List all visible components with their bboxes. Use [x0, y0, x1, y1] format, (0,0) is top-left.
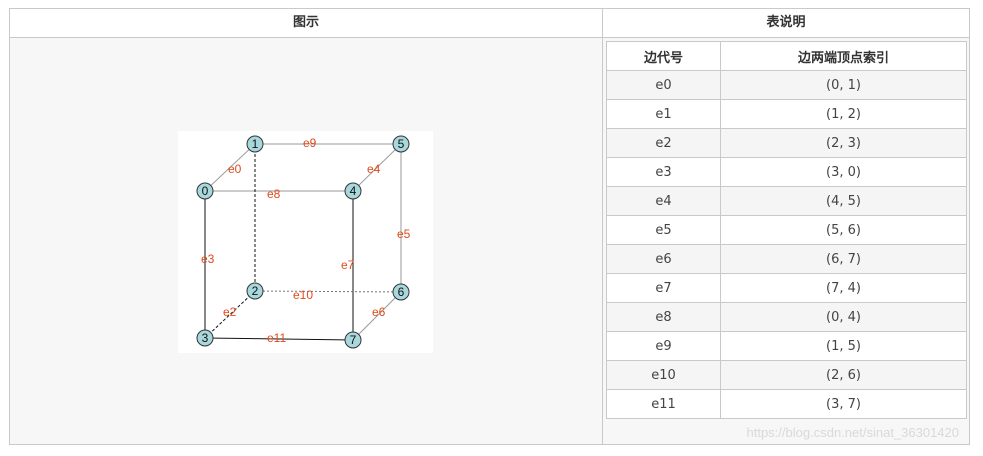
- node-0: [196, 182, 214, 200]
- table-row: e9 (1, 5): [606, 331, 967, 361]
- label-e2: e2: [223, 305, 237, 319]
- node-label-3: 3: [202, 331, 209, 345]
- vertex-indices-cell: (0, 4): [720, 302, 967, 332]
- col-edge-id: 边代号: [606, 41, 721, 71]
- table-row: e1 (1, 2): [606, 99, 967, 129]
- edge-table: 边代号 边两端顶点索引 e0 (0, 1) e1 (1, 2) e2 (2, 3) e3 (3…: [606, 41, 967, 419]
- col-vertex-indices: 边两端顶点索引: [720, 41, 967, 71]
- vertex-indices-cell: (4, 5): [720, 186, 967, 216]
- table-row: e10 (2, 6): [606, 360, 967, 390]
- table-row: e8 (0, 4): [606, 302, 967, 332]
- label-e11: e11: [267, 331, 286, 345]
- header-table-description: 表说明: [766, 15, 806, 30]
- label-e7: e7: [341, 258, 355, 272]
- edge-id-cell: e7: [606, 273, 721, 303]
- table-row: e4 (4, 5): [606, 186, 967, 216]
- node-2: [246, 282, 264, 300]
- edge-e0: [204, 143, 256, 192]
- edge-e4: [352, 143, 402, 192]
- table-row: e2 (2, 3): [606, 128, 967, 158]
- edge-e11: [204, 337, 354, 341]
- vertex-indices-cell: (1, 5): [720, 331, 967, 361]
- node-label-1: 1: [252, 137, 259, 151]
- edge-id-cell: e0: [606, 70, 721, 100]
- node-3: [196, 329, 214, 347]
- description-cell: 边代号 边两端顶点索引 e0 (0, 1) e1 (1, 2) e2 (2, 3) e3 (3…: [603, 38, 969, 444]
- node-7: [344, 331, 362, 349]
- diagram-cell: e9 e0 e4 e8 e5 e3 e7 e10 e2 e6 e11: [10, 38, 602, 444]
- edge-id-cell: e1: [606, 99, 721, 129]
- node-label-4: 4: [350, 184, 357, 198]
- watermark: https://blog.csdn.net/sinat_36301420: [746, 425, 960, 440]
- edge-id-cell: e3: [606, 157, 721, 187]
- edge-id-cell: e8: [606, 302, 721, 332]
- vertex-indices-cell: (6, 7): [720, 244, 967, 274]
- edge-e2: [204, 290, 256, 339]
- edge-id-cell: e5: [606, 215, 721, 245]
- node-label-0: 0: [202, 184, 209, 198]
- vertex-indices-cell: (1, 2): [720, 99, 967, 129]
- edge-e10: [254, 290, 402, 293]
- table-row: e5 (5, 6): [606, 215, 967, 245]
- table-row: e0 (0, 1): [606, 70, 967, 100]
- vertex-indices-cell: (2, 6): [720, 360, 967, 390]
- vertex-indices-cell: (2, 3): [720, 128, 967, 158]
- column-divider: [602, 9, 603, 444]
- cube-diagram: e9 e0 e4 e8 e5 e3 e7 e10 e2 e6 e11: [178, 131, 433, 353]
- node-6: [392, 283, 410, 301]
- node-1: [246, 135, 264, 153]
- header-row: 图示 表说明: [10, 9, 969, 38]
- label-e8: e8: [267, 187, 281, 201]
- node-label-5: 5: [398, 137, 405, 151]
- node-label-2: 2: [252, 284, 259, 298]
- node-label-6: 6: [398, 285, 405, 299]
- cube-svg: e9 e0 e4 e8 e5 e3 e7 e10 e2 e6 e11: [196, 135, 411, 349]
- edge-table-header: 边代号 边两端顶点索引: [606, 41, 967, 71]
- edge-id-cell: e4: [606, 186, 721, 216]
- vertex-indices-cell: (3, 7): [720, 389, 967, 419]
- label-e4: e4: [367, 162, 381, 176]
- edge-e6: [352, 291, 402, 341]
- edge-id-cell: e10: [606, 360, 721, 390]
- table-row: e3 (3, 0): [606, 157, 967, 187]
- table-row: e6 (6, 7): [606, 244, 967, 274]
- table-row: e11 (3, 7): [606, 389, 967, 419]
- edge-id-cell: e9: [606, 331, 721, 361]
- vertex-indices-cell: (0, 1): [720, 70, 967, 100]
- node-4: [344, 182, 362, 200]
- edge-id-cell: e2: [606, 128, 721, 158]
- label-e9: e9: [303, 136, 317, 150]
- content-table: 图示 表说明: [9, 8, 970, 445]
- label-e5: e5: [397, 227, 411, 241]
- node-label-7: 7: [350, 333, 357, 347]
- edge-id-cell: e11: [606, 389, 721, 419]
- header-diagram: 图示: [292, 15, 319, 30]
- label-e10: e10: [293, 288, 313, 302]
- label-e3: e3: [201, 252, 215, 266]
- vertex-indices-cell: (7, 4): [720, 273, 967, 303]
- label-e6: e6: [372, 305, 386, 319]
- table-row: e7 (7, 4): [606, 273, 967, 303]
- edge-id-cell: e6: [606, 244, 721, 274]
- node-5: [392, 135, 410, 153]
- vertex-indices-cell: (3, 0): [720, 157, 967, 187]
- vertex-indices-cell: (5, 6): [720, 215, 967, 245]
- label-e0: e0: [228, 162, 242, 176]
